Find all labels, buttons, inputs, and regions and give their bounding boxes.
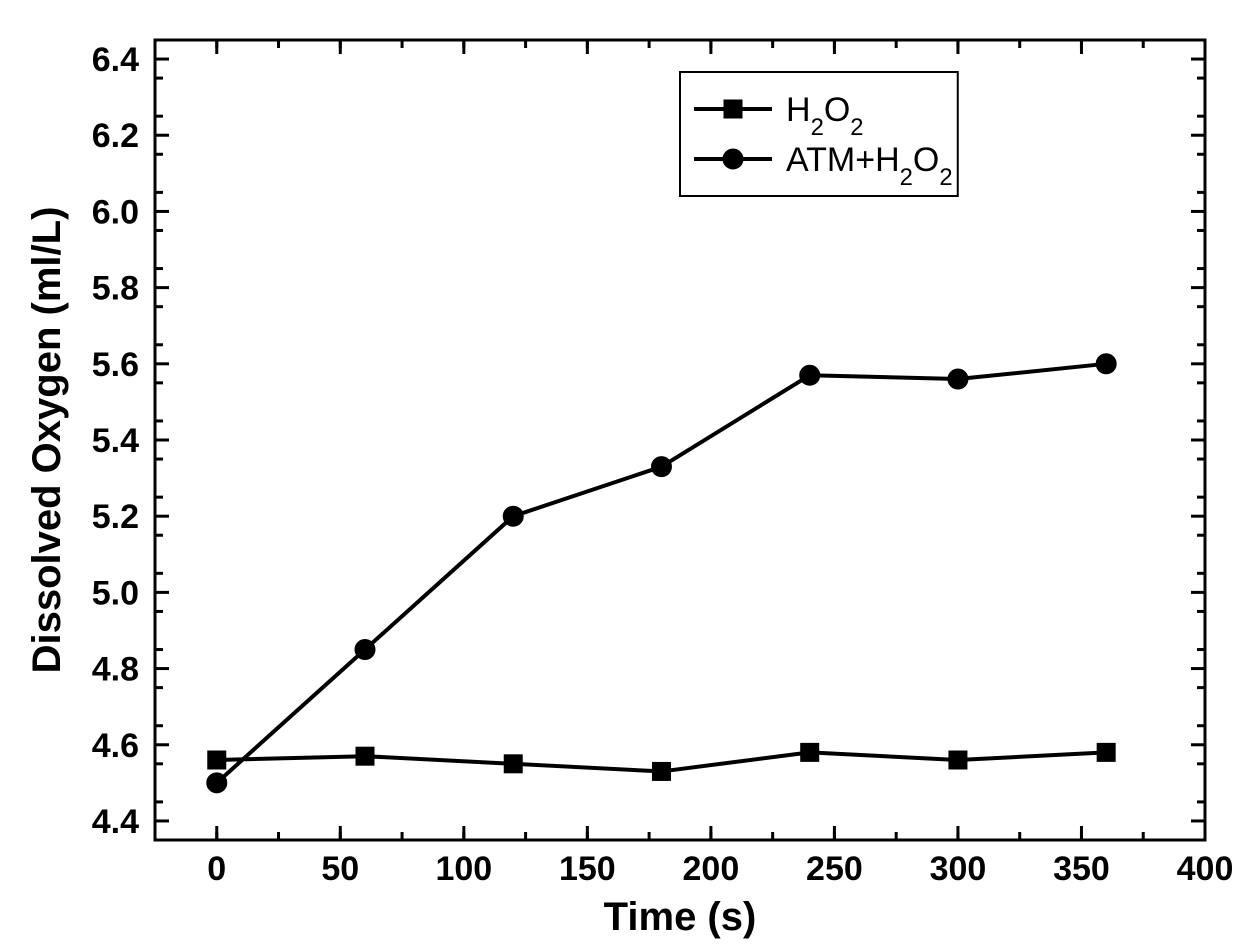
y-tick-label: 4.6 xyxy=(92,727,139,765)
y-tick-label: 6.0 xyxy=(92,193,139,231)
legend: H2O2ATM+H2O2 xyxy=(680,72,958,196)
x-tick-label: 0 xyxy=(207,850,226,888)
x-tick-label: 150 xyxy=(559,850,616,888)
y-tick-label: 5.6 xyxy=(92,346,139,384)
x-axis-label: Time (s) xyxy=(604,895,757,939)
y-axis-label: Dissolved Oxygen (ml/L) xyxy=(25,207,69,674)
y-tick-label: 5.4 xyxy=(92,422,139,460)
x-tick-label: 350 xyxy=(1053,850,1110,888)
chart-container: 0 50 100 150 200 250 300 350 400 4.4 4.6 4.8 5.0 5.2 5… xyxy=(0,0,1240,952)
y-tick-label: 6.2 xyxy=(92,117,139,155)
dissolved-oxygen-chart: 0 50 100 150 200 250 300 350 400 4.4 4.6 4.8 5.0 5.2 5… xyxy=(0,0,1240,952)
x-tick-label: 100 xyxy=(435,850,492,888)
y-tick-label: 4.8 xyxy=(92,651,139,689)
x-tick-label: 200 xyxy=(683,850,740,888)
y-tick-label: 5.8 xyxy=(92,270,139,308)
x-tick-label: 400 xyxy=(1177,850,1234,888)
y-tick-label: 5.2 xyxy=(92,498,139,536)
x-tick-label: 50 xyxy=(321,850,359,888)
y-tick-label: 4.4 xyxy=(92,803,139,841)
x-tick-label: 300 xyxy=(930,850,987,888)
y-tick-label: 5.0 xyxy=(92,574,139,612)
x-tick-label: 250 xyxy=(806,850,863,888)
y-tick-label: 6.4 xyxy=(92,41,139,79)
